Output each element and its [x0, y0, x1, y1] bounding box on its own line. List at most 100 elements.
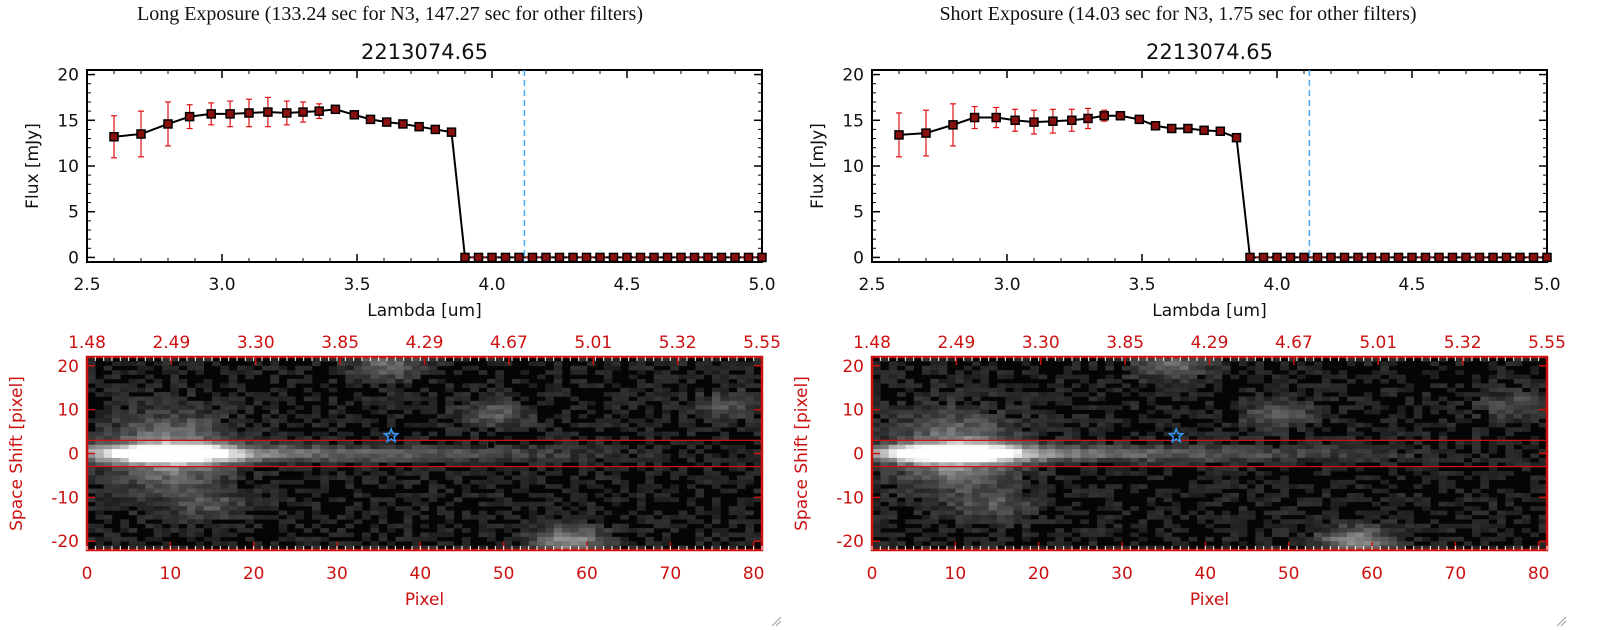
top-axis-tick-label: 3.85 [1106, 333, 1144, 353]
data-point [330, 104, 341, 115]
top-axis-tick-label: 5.32 [659, 333, 697, 353]
image-pixels [87, 357, 763, 551]
data-point [689, 252, 700, 263]
x-tick-label: 2.5 [858, 275, 885, 295]
flux-plot-long: 2213074.65 2.5 3.0 3.5 4.0 4.5 5.0 0 5 10 15 20 Lamb… [23, 40, 776, 321]
plot-title: 2213074.65 [361, 40, 488, 64]
data-point [622, 252, 632, 263]
data-point [1434, 252, 1444, 263]
x-tick-label: 40 [1195, 564, 1217, 584]
x-tick-label: 60 [1361, 564, 1383, 584]
top-axis-tick-label: 3.85 [321, 333, 359, 353]
data-point [1299, 252, 1309, 263]
data-point [1366, 252, 1377, 263]
top-axis-tick-label: 1.48 [68, 333, 106, 353]
data-point [1067, 115, 1077, 126]
data-point [1353, 252, 1363, 263]
spectral-image-short: 0 10 20 30 40 50 60 70 80 1.48 2.49 3.30 3.85 4.29 4.6… [792, 333, 1566, 610]
data-point [398, 119, 408, 129]
x-tick-label: 70 [660, 564, 682, 584]
top-axis-tick-label: 3.30 [237, 333, 275, 353]
plot-frame [86, 69, 763, 263]
data-point [500, 252, 511, 263]
top-axis-tick-label: 2.49 [937, 333, 975, 353]
x-tick-label: 10 [945, 564, 967, 584]
x-tick-label: 4.0 [1263, 275, 1290, 295]
data-point [1380, 252, 1390, 263]
y-tick-label: 20 [842, 357, 864, 377]
x-tick-label: 70 [1445, 564, 1467, 584]
data-point [1461, 252, 1471, 263]
data-point [1393, 252, 1404, 263]
image-pixels [872, 357, 1548, 551]
y-tick-label: 0 [853, 445, 864, 465]
data-point [894, 130, 904, 140]
data-point [1258, 252, 1269, 263]
x-tick-label: 20 [243, 564, 265, 584]
data-point [635, 252, 646, 263]
data-point [1272, 252, 1282, 263]
data-point [1010, 115, 1020, 126]
x-tick-label: 3.0 [208, 275, 235, 295]
top-axis-tick-label: 3.30 [1022, 333, 1060, 353]
data-point [206, 109, 216, 119]
data-point [1542, 252, 1552, 263]
top-axis-tick-label: 4.29 [406, 333, 444, 353]
data-point [184, 111, 195, 122]
top-axis-tick-label: 5.01 [1359, 333, 1397, 353]
top-axis-tick-label: 4.29 [1191, 333, 1229, 353]
source-star-marker [1167, 426, 1185, 444]
top-axis-tick-label: 4.67 [490, 333, 528, 353]
x-axis-label: Pixel [1190, 590, 1229, 610]
y-tick-label: 10 [842, 157, 864, 177]
x-axis-label: Lambda [um] [1152, 301, 1266, 321]
top-axis-tick-label: 5.55 [1528, 333, 1566, 353]
data-point [1312, 252, 1323, 263]
data-point [568, 252, 578, 263]
data-point [136, 129, 146, 139]
data-point [1407, 252, 1417, 263]
data-point [460, 252, 470, 263]
data-point [473, 252, 484, 263]
data-point [163, 119, 173, 129]
y-axis-label: Space Shift [pixel] [7, 376, 27, 531]
source-star-marker [382, 426, 400, 444]
data-point [1515, 252, 1525, 263]
data-point [1528, 252, 1539, 263]
data-point [948, 120, 958, 130]
y-tick-label: 20 [842, 66, 864, 86]
data-point [314, 106, 324, 116]
data-point [1199, 125, 1209, 136]
flux-plot-short: 2213074.65 2.5 3.0 3.5 4.0 4.5 5.0 0 5 10 15 20 Lamb… [808, 40, 1561, 321]
resize-grip-icon[interactable] [1555, 615, 1567, 627]
data-point [514, 252, 524, 263]
plot-title: 2213074.65 [1146, 40, 1273, 64]
x-tick-label: 20 [1028, 564, 1050, 584]
x-tick-label: 3.5 [1128, 275, 1155, 295]
data-point [730, 252, 740, 263]
x-tick-label: 30 [326, 564, 348, 584]
data-point [109, 131, 119, 142]
data-point [581, 252, 592, 263]
data-point [1488, 252, 1498, 263]
data-point [921, 128, 931, 138]
data-point [381, 117, 392, 127]
data-point [1231, 132, 1242, 143]
resize-grip-icon[interactable] [770, 615, 782, 627]
top-axis-tick-label: 5.55 [743, 333, 781, 353]
data-point [1420, 252, 1431, 263]
short-exposure-title: Short Exposure (14.03 sec for N3, 1.75 s… [939, 3, 1417, 25]
y-tick-label: 20 [57, 66, 79, 86]
x-tick-label: 4.0 [478, 275, 505, 295]
data-point [662, 252, 673, 263]
data-point [487, 252, 497, 263]
data-point [298, 107, 308, 117]
flux-series-line [898, 114, 1547, 259]
y-tick-label: 0 [68, 248, 79, 268]
x-tick-label: 40 [410, 564, 432, 584]
x-tick-label: 5.0 [748, 275, 775, 295]
x-tick-label: 10 [160, 564, 182, 584]
x-tick-label: 50 [1278, 564, 1300, 584]
y-tick-label: 20 [57, 357, 79, 377]
data-point [1183, 123, 1193, 134]
